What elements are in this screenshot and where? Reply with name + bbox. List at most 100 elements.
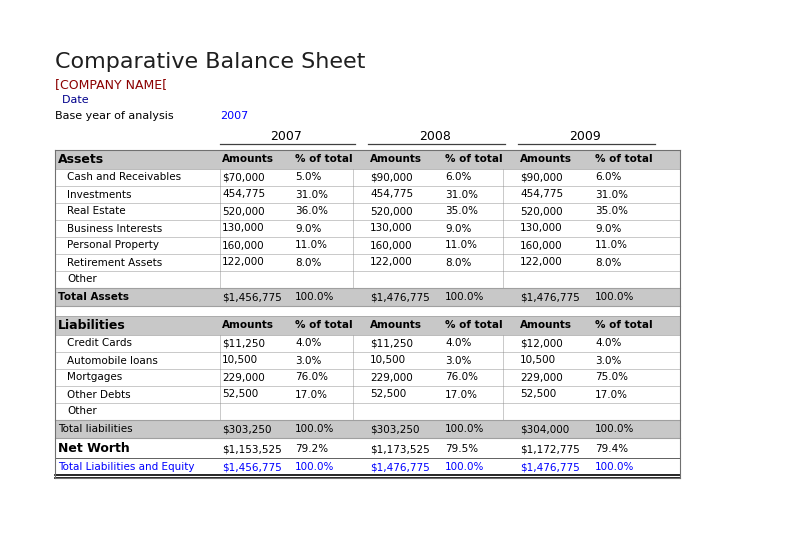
Text: 10,500: 10,500 bbox=[520, 355, 556, 365]
Text: Date: Date bbox=[55, 95, 89, 105]
Text: 3.0%: 3.0% bbox=[445, 355, 472, 365]
Text: 229,000: 229,000 bbox=[222, 373, 265, 382]
Text: Real Estate: Real Estate bbox=[67, 206, 125, 217]
Text: Cash and Receivables: Cash and Receivables bbox=[67, 172, 181, 182]
Text: 31.0%: 31.0% bbox=[445, 190, 478, 200]
Text: 100.0%: 100.0% bbox=[595, 292, 634, 302]
Text: % of total: % of total bbox=[595, 155, 653, 165]
Text: 10,500: 10,500 bbox=[370, 355, 406, 365]
Text: 79.5%: 79.5% bbox=[445, 444, 478, 454]
Text: 2008: 2008 bbox=[419, 129, 451, 142]
Bar bbox=[55, 403, 680, 420]
Bar bbox=[55, 369, 680, 386]
Text: 9.0%: 9.0% bbox=[595, 224, 621, 233]
Text: 160,000: 160,000 bbox=[370, 240, 413, 251]
Text: 454,775: 454,775 bbox=[370, 190, 413, 200]
Text: 160,000: 160,000 bbox=[520, 240, 562, 251]
Text: 79.4%: 79.4% bbox=[595, 444, 628, 454]
Text: 52,500: 52,500 bbox=[222, 389, 258, 400]
Text: Amounts: Amounts bbox=[370, 155, 422, 165]
Text: 11.0%: 11.0% bbox=[445, 240, 478, 251]
Text: Mortgages: Mortgages bbox=[67, 373, 122, 382]
Bar bbox=[55, 288, 680, 306]
Text: 9.0%: 9.0% bbox=[295, 224, 321, 233]
Bar bbox=[55, 458, 680, 476]
Bar bbox=[55, 237, 680, 254]
Text: Total liabilities: Total liabilities bbox=[58, 424, 133, 434]
Text: 76.0%: 76.0% bbox=[445, 373, 478, 382]
Text: 11.0%: 11.0% bbox=[595, 240, 628, 251]
Text: Other Debts: Other Debts bbox=[67, 389, 130, 400]
Text: 8.0%: 8.0% bbox=[295, 257, 321, 267]
Text: 3.0%: 3.0% bbox=[295, 355, 321, 365]
Text: Total Liabilities and Equity: Total Liabilities and Equity bbox=[58, 462, 194, 472]
Text: Amounts: Amounts bbox=[222, 155, 274, 165]
Text: 5.0%: 5.0% bbox=[295, 172, 321, 182]
Text: $90,000: $90,000 bbox=[370, 172, 413, 182]
Text: 6.0%: 6.0% bbox=[445, 172, 472, 182]
Text: 10,500: 10,500 bbox=[222, 355, 258, 365]
Text: Retirement Assets: Retirement Assets bbox=[67, 257, 163, 267]
Text: 100.0%: 100.0% bbox=[445, 462, 485, 472]
Text: 4.0%: 4.0% bbox=[445, 339, 472, 349]
Text: 130,000: 130,000 bbox=[520, 224, 562, 233]
Text: $70,000: $70,000 bbox=[222, 172, 265, 182]
Bar bbox=[55, 335, 680, 352]
Text: 4.0%: 4.0% bbox=[595, 339, 621, 349]
Bar bbox=[55, 271, 680, 288]
Text: 6.0%: 6.0% bbox=[595, 172, 621, 182]
Text: 100.0%: 100.0% bbox=[445, 424, 485, 434]
Text: 454,775: 454,775 bbox=[520, 190, 563, 200]
Text: 17.0%: 17.0% bbox=[595, 389, 628, 400]
Text: $1,476,775: $1,476,775 bbox=[370, 292, 430, 302]
Text: Base year of analysis: Base year of analysis bbox=[55, 111, 174, 121]
Text: 4.0%: 4.0% bbox=[295, 339, 321, 349]
Text: 31.0%: 31.0% bbox=[295, 190, 328, 200]
Text: 160,000: 160,000 bbox=[222, 240, 265, 251]
Text: Business Interests: Business Interests bbox=[67, 224, 163, 233]
Text: $1,153,525: $1,153,525 bbox=[222, 444, 282, 454]
Text: 17.0%: 17.0% bbox=[295, 389, 328, 400]
Text: 35.0%: 35.0% bbox=[595, 206, 628, 217]
Text: $303,250: $303,250 bbox=[370, 424, 420, 434]
Bar bbox=[55, 440, 680, 458]
Text: $1,456,775: $1,456,775 bbox=[222, 462, 282, 472]
Bar bbox=[55, 150, 680, 169]
Text: % of total: % of total bbox=[445, 320, 502, 330]
Text: Other: Other bbox=[67, 406, 97, 416]
Text: 130,000: 130,000 bbox=[222, 224, 265, 233]
Text: Amounts: Amounts bbox=[520, 320, 572, 330]
Text: $12,000: $12,000 bbox=[520, 339, 563, 349]
Text: $1,172,775: $1,172,775 bbox=[520, 444, 580, 454]
Bar bbox=[55, 352, 680, 369]
Bar bbox=[55, 254, 680, 271]
Text: 9.0%: 9.0% bbox=[445, 224, 472, 233]
Text: 8.0%: 8.0% bbox=[445, 257, 472, 267]
Text: Other: Other bbox=[67, 275, 97, 285]
Text: 520,000: 520,000 bbox=[370, 206, 413, 217]
Text: 17.0%: 17.0% bbox=[445, 389, 478, 400]
Text: $90,000: $90,000 bbox=[520, 172, 562, 182]
Text: Amounts: Amounts bbox=[520, 155, 572, 165]
Text: 229,000: 229,000 bbox=[370, 373, 413, 382]
Text: % of total: % of total bbox=[295, 155, 353, 165]
Text: $1,173,525: $1,173,525 bbox=[370, 444, 430, 454]
Text: $303,250: $303,250 bbox=[222, 424, 272, 434]
Text: 8.0%: 8.0% bbox=[595, 257, 621, 267]
Text: 79.2%: 79.2% bbox=[295, 444, 328, 454]
Text: 31.0%: 31.0% bbox=[595, 190, 628, 200]
Text: Personal Property: Personal Property bbox=[67, 240, 159, 251]
Text: % of total: % of total bbox=[595, 320, 653, 330]
Bar bbox=[55, 203, 680, 220]
Text: % of total: % of total bbox=[295, 320, 353, 330]
Text: 75.0%: 75.0% bbox=[595, 373, 628, 382]
Text: 11.0%: 11.0% bbox=[295, 240, 328, 251]
Text: 52,500: 52,500 bbox=[520, 389, 557, 400]
Bar bbox=[55, 386, 680, 403]
Text: 100.0%: 100.0% bbox=[295, 462, 334, 472]
Text: 229,000: 229,000 bbox=[520, 373, 563, 382]
Text: 2007: 2007 bbox=[220, 111, 248, 121]
Text: 76.0%: 76.0% bbox=[295, 373, 328, 382]
Text: Assets: Assets bbox=[58, 153, 104, 166]
Text: Total Assets: Total Assets bbox=[58, 292, 129, 302]
